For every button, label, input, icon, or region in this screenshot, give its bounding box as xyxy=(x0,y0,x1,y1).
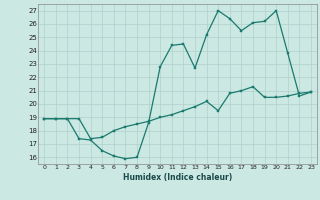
X-axis label: Humidex (Indice chaleur): Humidex (Indice chaleur) xyxy=(123,173,232,182)
